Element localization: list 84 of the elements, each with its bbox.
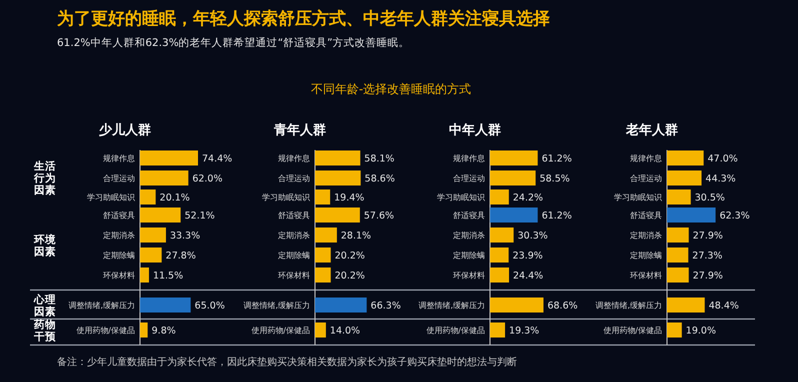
data-label: 62.3% bbox=[720, 210, 750, 222]
data-label: 52.1% bbox=[184, 210, 215, 222]
text: 药物干预 bbox=[33, 318, 57, 343]
text: 心理因素 bbox=[33, 293, 56, 318]
data-label: 58.1% bbox=[364, 154, 394, 164]
y-tick-label: 定期消杀 bbox=[278, 231, 310, 240]
data-label: 30.3% bbox=[518, 230, 548, 242]
data-label: 27.9% bbox=[692, 270, 723, 282]
y-tick-label: 使用药物/保健品 bbox=[76, 326, 135, 335]
data-label: 68.6% bbox=[547, 300, 578, 312]
data-label: 23.9% bbox=[512, 250, 543, 262]
y-tick-label: 合理运动 bbox=[630, 174, 662, 183]
chart-title: 中年人群 bbox=[449, 123, 501, 138]
y-tick-label: 调整情绪,缓解压力 bbox=[595, 301, 662, 310]
y-tick-label: 使用药物/保健品 bbox=[251, 326, 310, 335]
y-tick-label: 学习助眠知识 bbox=[437, 193, 485, 202]
data-label: 14.0% bbox=[330, 326, 360, 336]
data-label: 74.4% bbox=[202, 154, 232, 164]
text: 环境因素 bbox=[33, 233, 57, 258]
data-label: 19.3% bbox=[509, 326, 540, 336]
data-label: 24.4% bbox=[513, 270, 544, 282]
y-tick-label: 定期消杀 bbox=[630, 231, 662, 240]
y-tick-label: 定期除螨 bbox=[630, 251, 662, 260]
y-tick-label: 调整情绪,缓解压力 bbox=[68, 301, 135, 310]
y-tick-label: 环保材料 bbox=[453, 271, 485, 280]
y-tick-label: 学习助眠知识 bbox=[262, 193, 310, 202]
y-tick-label: 规律作息 bbox=[278, 154, 310, 163]
data-label: 61.2% bbox=[542, 210, 572, 222]
data-label: 65.0% bbox=[194, 300, 225, 312]
y-tick-label: 调整情绪,缓解压力 bbox=[418, 301, 485, 310]
y-tick-label: 定期除螨 bbox=[103, 251, 135, 260]
data-label: 27.3% bbox=[692, 250, 722, 262]
data-label: 30.5% bbox=[694, 192, 725, 204]
data-label: 27.9% bbox=[692, 230, 723, 242]
data-label: 11.5% bbox=[152, 270, 184, 282]
chart-title: 老年人群 bbox=[625, 123, 678, 138]
data-label: 28.1% bbox=[340, 230, 372, 242]
text: 不同年龄-选择改善睡眠的方式 bbox=[310, 82, 472, 96]
data-label: 27.8% bbox=[166, 250, 196, 262]
text: 61.2%中年人群和62.3%的老年人群希望通过“舒适寝具”方式改善睡眠。 bbox=[57, 36, 410, 49]
y-tick-label: 学习助眠知识 bbox=[614, 193, 662, 202]
data-label: 58.6% bbox=[364, 174, 395, 184]
data-label: 33.3% bbox=[170, 230, 200, 242]
y-tick-label: 环保材料 bbox=[630, 271, 662, 280]
y-tick-label: 舒适寝具 bbox=[278, 211, 310, 220]
y-tick-label: 合理运动 bbox=[103, 174, 135, 183]
data-label: 20.1% bbox=[160, 192, 190, 204]
data-label: 62.0% bbox=[192, 174, 223, 184]
text: 备注：少年儿童数据由于为家长代答，因此床垫购买决策相关数据为家长为孩子购买床垫时的想法与判断 bbox=[57, 356, 517, 368]
text: 为了更好的睡眠，年轻人探索舒压方式、中老年人群关注寝具选择 bbox=[57, 9, 550, 29]
y-tick-label: 定期除螨 bbox=[278, 251, 310, 260]
data-label: 19.4% bbox=[334, 192, 364, 204]
chart-title: 青年人群 bbox=[273, 123, 326, 138]
y-tick-label: 学习助眠知识 bbox=[87, 193, 135, 202]
y-tick-label: 舒适寝具 bbox=[103, 211, 135, 220]
data-label: 61.2% bbox=[542, 154, 572, 164]
y-tick-label: 调整情绪,缓解压力 bbox=[243, 301, 310, 310]
data-label: 58.5% bbox=[540, 174, 570, 184]
text: 生活行为因素 bbox=[33, 160, 56, 196]
y-tick-label: 定期除螨 bbox=[453, 251, 485, 260]
data-label: 24.2% bbox=[512, 192, 544, 204]
y-tick-label: 合理运动 bbox=[278, 174, 310, 183]
data-label: 47.0% bbox=[708, 154, 738, 164]
y-tick-label: 规律作息 bbox=[630, 154, 662, 163]
y-tick-label: 环保材料 bbox=[278, 271, 310, 280]
y-tick-label: 规律作息 bbox=[453, 154, 485, 163]
data-label: 9.8% bbox=[152, 326, 176, 336]
data-label: 44.3% bbox=[706, 174, 736, 184]
y-tick-label: 环保材料 bbox=[103, 271, 135, 280]
y-tick-label: 使用药物/保健品 bbox=[603, 326, 662, 335]
y-tick-label: 合理运动 bbox=[453, 174, 485, 183]
data-label: 19.0% bbox=[686, 326, 716, 336]
data-label: 57.6% bbox=[364, 210, 394, 222]
y-tick-label: 定期消杀 bbox=[103, 231, 135, 240]
data-label: 66.3% bbox=[370, 300, 401, 312]
data-label: 20.2% bbox=[334, 250, 365, 262]
y-tick-label: 定期消杀 bbox=[453, 231, 485, 240]
data-label: 48.4% bbox=[708, 300, 739, 312]
y-tick-label: 舒适寝具 bbox=[453, 211, 485, 220]
y-tick-label: 使用药物/保健品 bbox=[426, 326, 485, 335]
y-tick-label: 舒适寝具 bbox=[630, 211, 662, 220]
chart-title: 少儿人群 bbox=[98, 123, 151, 138]
data-label: 20.2% bbox=[334, 270, 365, 282]
y-tick-label: 规律作息 bbox=[103, 154, 135, 163]
